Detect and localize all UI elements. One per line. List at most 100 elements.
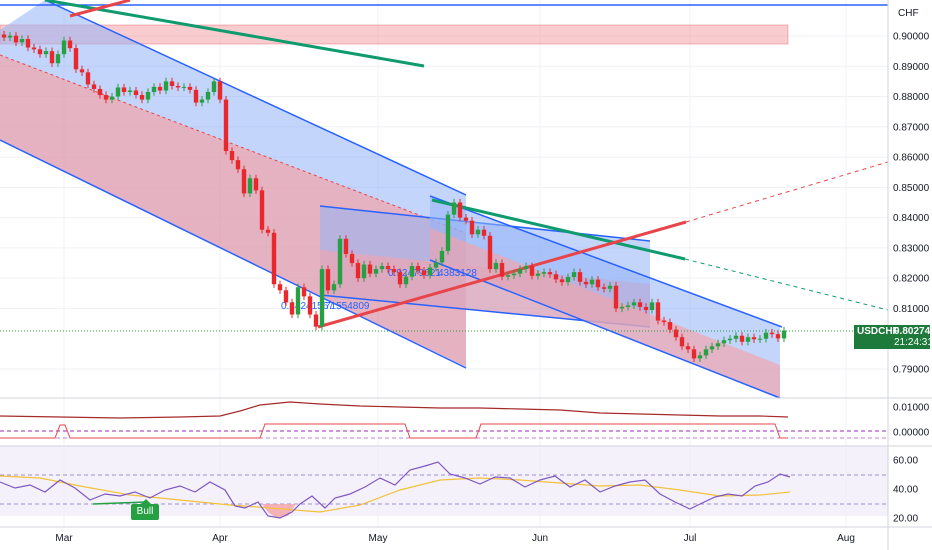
price-axis[interactable]: 0.90000 0.89000 0.88000 0.87000 0.86000 0.850… [893,32,930,376]
candle-body [409,266,415,277]
price-tick-label: 0.88000 [893,92,930,103]
candle-body [517,269,523,274]
price-tick-label: 0.81000 [893,304,930,315]
candle-body [385,266,391,270]
drawing-layer: 0.44241567 71554809 0.92479621 4383128 [0,0,889,399]
candle-body [259,190,265,230]
candle-body [433,262,439,268]
red-trendline-top [69,0,131,18]
candle-body [331,284,337,291]
rsi-axis: 60.00 40.00 20.00 [893,456,918,525]
candle-body [553,274,559,280]
candle-body [457,202,463,218]
candle-body [373,269,379,274]
candle-body [271,232,277,285]
candle-body [679,337,685,347]
candle-body [307,296,313,315]
candle-body [775,334,781,339]
candle-body [769,332,775,335]
candle-body [175,85,181,88]
candle-body [637,302,643,307]
candle-body [367,264,373,274]
indicator1-axis: 0.01000 0.00000 [893,403,930,439]
channel-top-line [44,0,467,196]
time-tick-label: Jun [532,533,548,544]
price-tick-label: 0.86000 [893,153,930,164]
candle-body [505,275,511,277]
candle-body [709,346,715,350]
fib-label-1: 0.44241567 [281,301,334,312]
candle-body [619,306,625,309]
candle-body [37,49,43,55]
price-tick-label: 0.82000 [893,274,930,285]
candle-body [745,337,751,342]
candle-body [1,34,7,38]
candle-body [169,81,175,86]
rsi-tick-label: 40.00 [893,485,918,496]
candle-body [613,285,619,309]
candle-body [559,279,565,283]
candle-body [601,287,607,289]
currency-label: CHF [898,8,919,19]
candle-body [199,99,205,103]
candle-body [589,279,595,285]
candle-body [535,273,541,276]
candle-body [667,322,673,330]
indicator1-tick-label: 0.00000 [893,428,930,439]
rsi-ma-line [0,475,791,513]
candle-body [85,72,91,85]
green-trend-extension [684,258,889,311]
candle-body [49,51,55,64]
candle-body [469,220,475,235]
candle-body [529,266,535,276]
candle-body [187,86,193,90]
candle-body [97,88,103,96]
indicator1-pane [0,401,888,439]
candle-body [703,349,709,356]
candle-body [451,202,457,215]
candle-body [733,335,739,339]
price-tick-label: 0.79000 [893,365,930,376]
candle-body [697,355,703,359]
candle-body [205,92,211,100]
candle-body [421,270,427,276]
candle-body [19,39,25,43]
candle-body [139,95,145,100]
green-trendline-top [44,0,425,68]
price-tick-label: 0.89000 [893,62,930,73]
candle-body [223,99,229,152]
candle-body [655,302,661,321]
price-tick-label: 0.85000 [893,183,930,194]
candle-body [571,272,577,277]
candle-body [691,349,697,359]
candle-body [121,87,127,93]
price-tick-label: 0.84000 [893,213,930,224]
candle-body [31,47,37,50]
candle-body [91,84,97,89]
time-axis[interactable]: Mar Apr May Jun Jul Aug [55,533,855,544]
candle-body [439,250,445,263]
candle-body [265,229,271,233]
candle-body [283,290,289,303]
candle-body [343,238,349,254]
candle-body [211,81,217,93]
candle-body [157,86,163,91]
symbol-label: USDCHF [857,326,899,337]
candle-body [391,269,397,273]
candle-body [463,217,469,221]
candle-body [133,90,139,96]
candle-body [595,279,601,288]
fib-label-4: 4383128 [438,268,477,279]
bar-countdown: 21:24:31 [894,337,932,348]
time-tick-label: Jul [684,533,697,544]
candle-body [727,338,733,341]
candle-body [523,266,529,270]
candle-body [247,178,253,194]
candle-body [277,284,283,291]
candle-body [361,264,367,279]
candle-body [163,81,169,91]
price-tick-label: 0.90000 [893,32,930,43]
candle-body [685,346,691,350]
candle-body [43,51,49,55]
